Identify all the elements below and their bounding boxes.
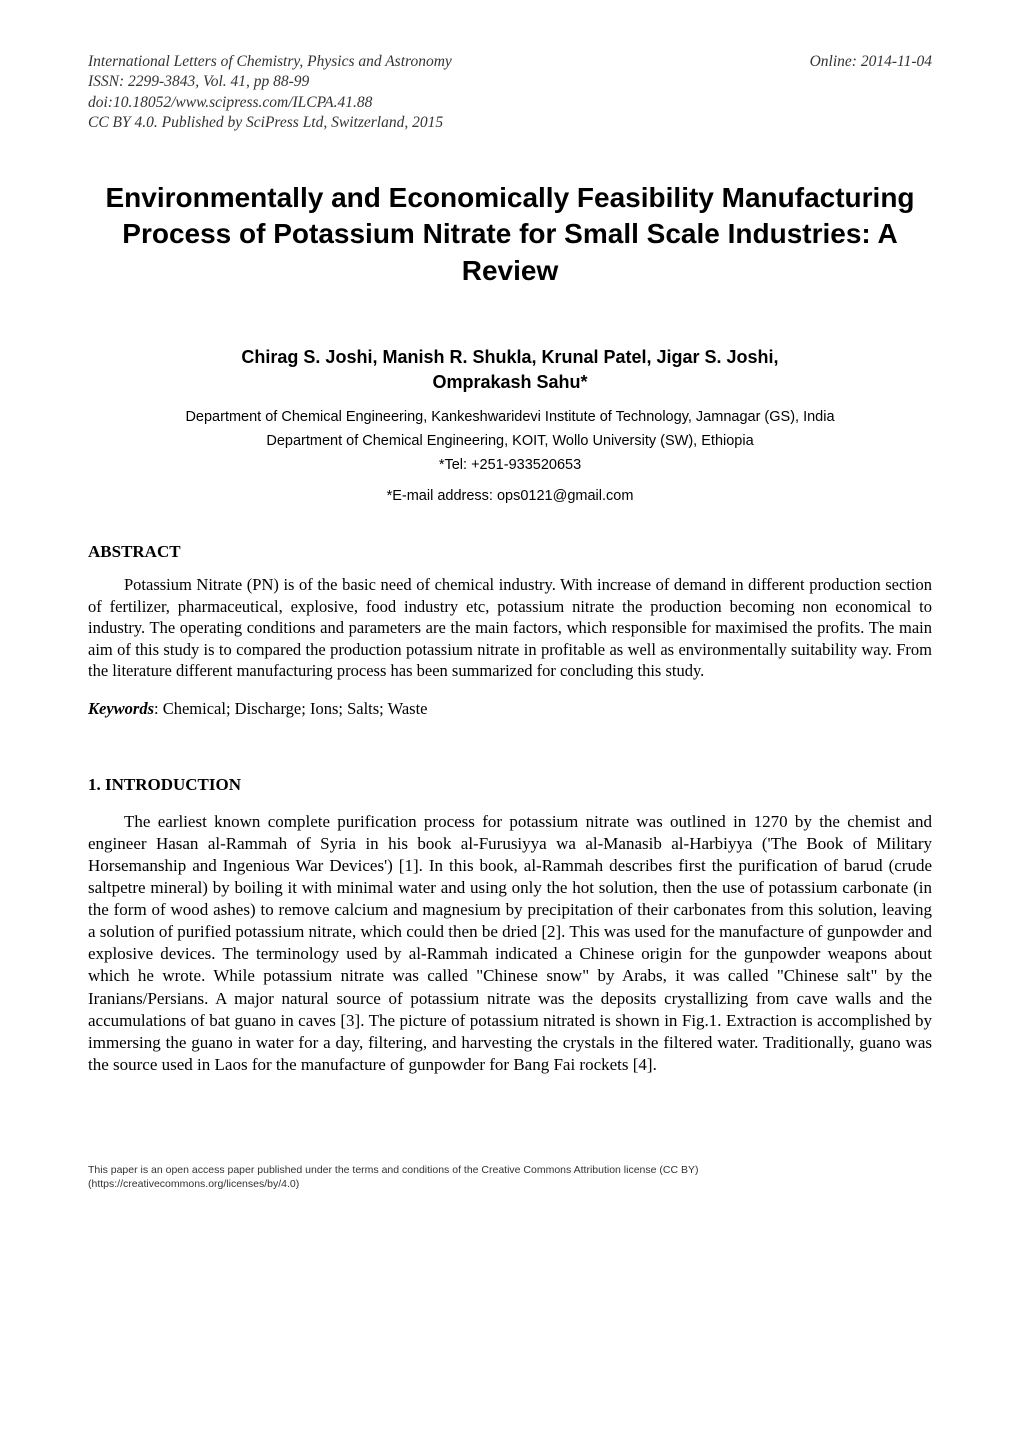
telephone: *Tel: +251-933520653 [88,455,932,476]
affiliation-1: Department of Chemical Engineering, Kank… [88,407,932,428]
abstract-heading: ABSTRACT [88,541,932,564]
footer-license: This paper is an open access paper publi… [88,1164,932,1191]
email-address: *E-mail address: ops0121@gmail.com [88,486,932,507]
online-date: Online: 2014-11-04 [810,52,932,73]
journal-name: International Letters of Chemistry, Phys… [88,52,452,72]
paper-title: Environmentally and Economically Feasibi… [88,180,932,289]
introduction-body: The earliest known complete purification… [88,811,932,1076]
header-metadata-row: International Letters of Chemistry, Phys… [88,52,932,134]
header-left: International Letters of Chemistry, Phys… [88,52,452,134]
keywords-text: : Chemical; Discharge; Ions; Salts; Wast… [154,699,427,718]
footer-line-1: This paper is an open access paper publi… [88,1164,932,1178]
affiliation-2: Department of Chemical Engineering, KOIT… [88,431,932,452]
authors-block: Chirag S. Joshi, Manish R. Shukla, Kruna… [88,345,932,395]
issn-line: ISSN: 2299-3843, Vol. 41, pp 88-99 [88,72,452,92]
doi-line: doi:10.18052/www.scipress.com/ILCPA.41.8… [88,93,452,113]
introduction-heading: 1. INTRODUCTION [88,774,932,797]
footer-line-2: (https://creativecommons.org/licenses/by… [88,1178,932,1192]
authors-line-1: Chirag S. Joshi, Manish R. Shukla, Kruna… [88,345,932,370]
keywords-label: Keywords [88,699,154,718]
abstract-body: Potassium Nitrate (PN) is of the basic n… [88,574,932,681]
keywords-line: Keywords: Chemical; Discharge; Ions; Sal… [88,698,932,720]
authors-line-2: Omprakash Sahu* [88,370,932,395]
license-line: CC BY 4.0. Published by SciPress Ltd, Sw… [88,113,452,133]
